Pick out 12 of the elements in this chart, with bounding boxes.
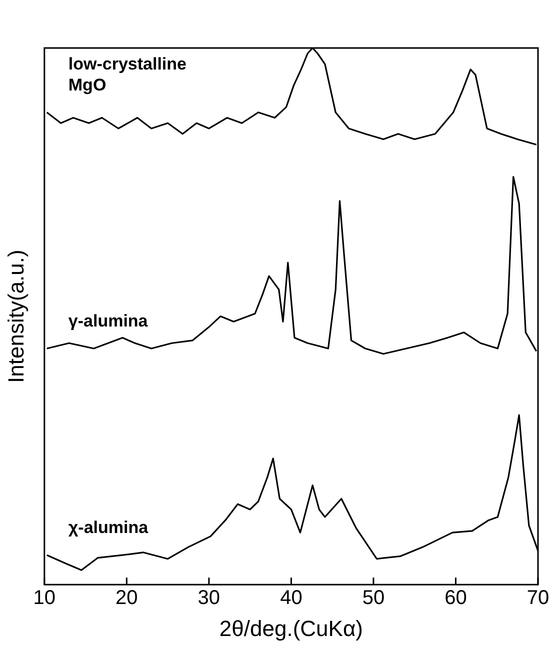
x-tick-label: 50 — [362, 587, 385, 610]
x-axis-title: 2θ/deg.(CuKα) — [219, 616, 363, 641]
x-tick-label: 40 — [280, 587, 302, 610]
x-tick-label: 30 — [198, 587, 220, 610]
x-tick-label: 10 — [33, 587, 56, 610]
y-axis-title: Intensity(a.u.) — [3, 250, 28, 383]
series-label: low-crystalline MgO — [68, 54, 187, 94]
series-label: χ-alumina — [68, 518, 149, 538]
x-tick-label: 70 — [526, 587, 550, 610]
series-label: γ-alumina — [68, 311, 148, 330]
x-tick-label: 20 — [116, 587, 138, 610]
x-tick-label: 60 — [444, 587, 467, 610]
